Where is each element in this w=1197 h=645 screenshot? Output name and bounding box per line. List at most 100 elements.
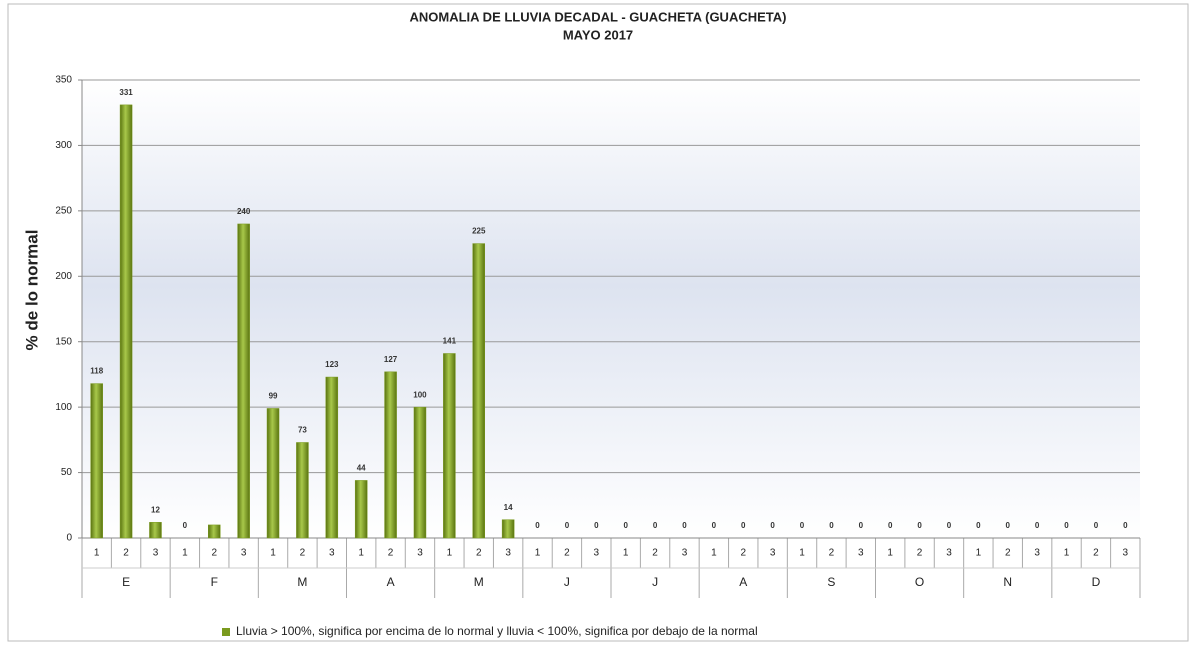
value-label: 0 [800,521,805,530]
group-label: E [122,575,130,589]
frame [7,3,1189,642]
bar [443,353,456,539]
x-tick-label: 1 [358,548,364,559]
value-label: 141 [443,337,457,346]
bar [472,243,485,539]
x-tick-label: 1 [976,548,982,559]
x-tick-label: 1 [799,548,805,559]
value-label: 0 [917,521,922,530]
value-label: 0 [859,521,864,530]
bar [296,442,309,539]
x-tick-label: 2 [211,548,217,559]
group-label: J [652,575,658,589]
value-label: 0 [183,521,188,530]
legend-swatch [222,628,230,636]
x-tick-label: 3 [417,548,423,559]
x-tick-label: 2 [388,548,394,559]
bar [354,480,368,539]
value-label: 73 [298,426,307,435]
value-label: 0 [1006,521,1011,530]
x-tick-label: 3 [1034,548,1040,559]
value-label: 0 [1035,521,1040,530]
y-tick-label: 250 [55,205,72,216]
bar [266,408,280,539]
group-label: A [739,575,747,589]
value-label: 0 [623,521,628,530]
x-tick-label: 1 [94,548,100,559]
x-tick-label: 1 [535,548,541,559]
bar [149,522,162,539]
x-tick-label: 3 [329,548,335,559]
group-label: S [827,575,835,589]
value-label: 99 [269,392,278,401]
y-tick-label: 200 [55,271,72,282]
x-tick-label: 1 [887,548,893,559]
x-tick-label: 2 [917,548,923,559]
y-tick-label: 300 [55,140,72,151]
value-label: 44 [357,464,366,473]
group-label: M [474,575,484,589]
x-tick-label: 2 [476,548,482,559]
value-label: 0 [1064,521,1069,530]
value-label: 0 [1094,521,1099,530]
plot-area [82,80,1140,538]
value-label: 0 [565,521,570,530]
group-label: O [915,575,924,589]
x-tick-label: 2 [829,548,835,559]
value-label: 127 [384,355,398,364]
value-label: 118 [90,367,103,376]
chart-subtitle: MAYO 2017 [563,27,633,42]
value-label: 123 [325,360,339,369]
x-tick-label: 3 [770,548,776,559]
value-label: 0 [888,521,893,530]
bar [90,383,103,539]
value-label: 331 [119,88,133,97]
group-label: D [1092,575,1101,589]
legend-label: Lluvia > 100%, significa por encima de l… [236,624,758,638]
x-tick-label: 2 [1005,548,1011,559]
x-tick-label: 3 [1123,548,1129,559]
x-tick-label: 1 [270,548,276,559]
x-tick-label: 1 [711,548,717,559]
x-tick-label: 2 [564,548,570,559]
value-label: 0 [535,521,540,530]
bar [237,223,250,539]
y-tick-label: 0 [66,533,72,544]
value-label: 225 [472,227,486,236]
value-label: 12 [151,505,160,514]
x-tick-label: 2 [740,548,746,559]
y-axis-label: % de lo normal [22,230,41,351]
group-label: N [1003,575,1012,589]
value-label: 0 [947,521,952,530]
x-tick-label: 3 [241,548,247,559]
x-tick-label: 1 [447,548,453,559]
group-label: J [564,575,570,589]
group-label: M [297,575,307,589]
x-tick-label: 2 [123,548,129,559]
y-tick-label: 50 [61,467,73,478]
bar [501,519,515,539]
bar [119,104,133,539]
value-label: 0 [594,521,599,530]
bar [384,371,397,539]
x-tick-label: 3 [682,548,688,559]
x-tick-label: 2 [300,548,306,559]
y-tick-label: 350 [55,75,72,86]
value-label: 240 [237,207,251,216]
value-label: 0 [682,521,687,530]
bar [208,524,221,539]
value-label: 0 [770,521,775,530]
value-label: 0 [653,521,658,530]
x-tick-label: 2 [1093,548,1099,559]
x-tick-label: 3 [153,548,159,559]
y-tick-label: 150 [55,336,72,347]
x-tick-label: 3 [594,548,600,559]
x-tick-label: 1 [1064,548,1070,559]
value-label: 0 [741,521,746,530]
y-tick-label: 100 [55,402,72,413]
value-label: 0 [829,521,834,530]
x-tick-label: 2 [652,548,658,559]
group-label: A [387,575,395,589]
x-tick-label: 1 [623,548,629,559]
